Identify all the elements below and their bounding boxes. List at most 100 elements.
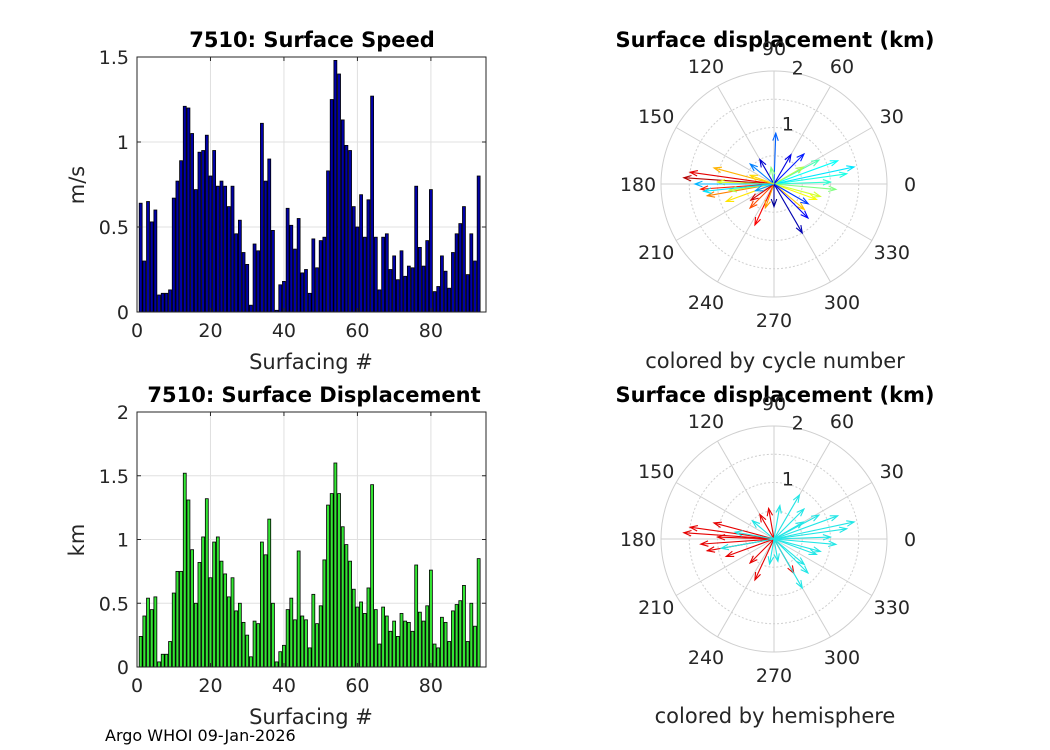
speed-bar — [234, 233, 239, 313]
polar-cycle-angle-label: 120 — [688, 56, 724, 78]
polar-cycle-vector-head — [808, 193, 818, 201]
displacement-bar — [440, 616, 444, 668]
speed-bar — [362, 236, 367, 313]
speed-bar — [142, 260, 147, 313]
speed-bar — [237, 219, 242, 313]
polar-hemisphere-vector-head — [719, 543, 730, 551]
polar-cycle-vector-head — [822, 179, 833, 186]
polar-cycle-vector-head — [682, 174, 692, 182]
polar-cycle-vector-head — [812, 191, 822, 198]
displacement-bar — [160, 653, 165, 668]
speed-bar — [245, 263, 250, 313]
speed-bar — [315, 267, 319, 313]
speed-bar — [451, 252, 455, 313]
speed-bar — [307, 292, 312, 313]
polar-hemisphere-vector-head — [808, 548, 818, 556]
displacement-bar — [289, 597, 294, 668]
polar-hemisphere-caption: colored by hemisphere — [655, 704, 896, 728]
speed-bar — [465, 274, 470, 313]
polar-hemisphere-vector — [773, 536, 831, 540]
polar-hemisphere-vector-head — [822, 534, 833, 541]
displacement-bar — [311, 593, 316, 668]
speed-bar — [138, 202, 143, 313]
displacement-bar — [146, 597, 150, 668]
displacement-bar — [366, 587, 371, 668]
polar-cycle-vector — [755, 183, 775, 192]
speed-bar — [208, 175, 213, 313]
displacement-bar — [337, 493, 341, 668]
displacement-bar — [469, 602, 474, 668]
polar-hemisphere-spoke — [717, 538, 775, 638]
polar-cycle-vector-head — [705, 191, 716, 198]
speed-bar — [168, 289, 172, 313]
speed-bar — [271, 229, 275, 313]
polar-cycle-angle-label: 330 — [874, 242, 910, 264]
polar-hemisphere-angle-label: 210 — [638, 597, 674, 619]
polar-hemisphere-vector-head — [846, 520, 856, 527]
displacement-x-tick-label: 60 — [345, 675, 369, 697]
displacement-bar — [208, 577, 213, 668]
speed-bar — [296, 218, 301, 313]
polar-hemisphere-vector — [773, 494, 800, 540]
speed-y-axis-label: m/s — [65, 166, 89, 204]
displacement-bar — [193, 602, 198, 668]
polar-cycle-vector — [713, 167, 775, 185]
speed-bar — [399, 250, 404, 313]
speed-bar — [381, 236, 386, 313]
displacement-bar — [388, 630, 393, 668]
polar-hemisphere-angle-label: 180 — [620, 529, 656, 551]
displacement-bar — [157, 661, 161, 668]
speed-bar — [443, 270, 448, 313]
polar-cycle-vector-head — [749, 193, 759, 202]
polar-hemisphere-vector-head — [754, 571, 761, 582]
speed-bar — [289, 224, 294, 313]
speed-bar — [359, 194, 363, 313]
polar-hemisphere-angle-label: 0 — [904, 529, 916, 551]
displacement-bar — [296, 550, 301, 668]
polar-cycle-vector-head — [829, 160, 840, 167]
polar-hemisphere-vector-head — [796, 507, 806, 517]
polar-cycle-angle-label: 270 — [756, 310, 792, 332]
speed-bar — [157, 294, 161, 313]
displacement-bar — [271, 602, 275, 668]
polar-cycle-vector-head — [688, 169, 699, 177]
polar-cycle-angle-label: 60 — [830, 56, 854, 78]
displacement-bar — [186, 499, 191, 668]
speed-chart-title: 7510: Surface Speed — [189, 28, 435, 52]
speed-bar — [392, 255, 397, 313]
speed-bar — [219, 180, 224, 313]
polar-hemisphere-angle-label: 270 — [756, 665, 792, 687]
speed-bar — [160, 292, 165, 313]
speed-bar — [164, 292, 169, 313]
polar-cycle-caption: colored by cycle number — [645, 349, 905, 373]
polar-hemisphere-vector — [717, 536, 775, 540]
polar-hemisphere-vector-head — [766, 506, 774, 517]
polar-plot-cycle: Surface displacement (km) colored by cyc… — [615, 28, 934, 373]
speed-y-tick-label: 1.5 — [99, 47, 129, 69]
displacement-bar — [249, 656, 253, 668]
polar-cycle-angle-label: 30 — [880, 106, 904, 128]
speed-bar — [366, 199, 371, 313]
polar-hemisphere-vector — [700, 538, 775, 545]
speed-bar — [212, 150, 217, 313]
displacement-x-tick-label: 20 — [198, 675, 222, 697]
polar-cycle-vector-head — [772, 131, 779, 141]
polar-cycle-vector-head — [800, 210, 810, 220]
polar-hemisphere-vector — [773, 538, 817, 555]
polar-hemisphere-vector-head — [829, 515, 840, 522]
polar-cycle-vector-head — [795, 166, 805, 174]
speed-bar — [388, 269, 393, 313]
speed-bar — [425, 240, 430, 313]
speed-bar — [285, 207, 290, 313]
polar-cycle-vector — [703, 183, 775, 192]
speed-bar — [311, 238, 316, 313]
speed-bar — [440, 255, 444, 313]
polar-cycle-vector — [750, 183, 775, 201]
displacement-bar — [425, 605, 430, 668]
footer-credit: Argo WHOI 09-Jan-2026 — [105, 726, 296, 745]
displacement-y-tick-label: 0.5 — [99, 593, 129, 615]
displacement-bar — [395, 636, 400, 668]
polar-hemisphere-vector — [721, 538, 775, 549]
speed-bar — [171, 197, 176, 313]
speed-bar — [256, 250, 261, 313]
